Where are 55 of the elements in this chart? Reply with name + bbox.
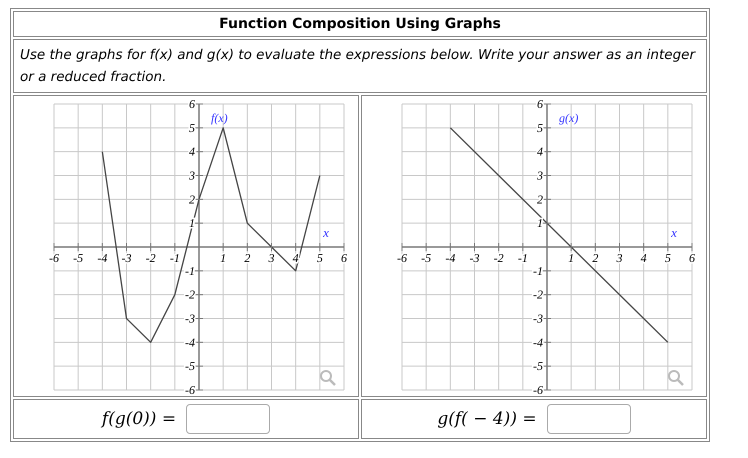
y-tick-label: 5 <box>189 120 195 135</box>
x-tick-label: -5 <box>421 251 432 265</box>
x-axis-title: x <box>322 225 330 240</box>
x-tick-label: -1 <box>170 251 180 265</box>
chart-subtitle: Use the graphs for f(x) and g(x) to evaluate the expressions below. Write your answer as an integer or a reduced fraction. <box>13 39 707 93</box>
y-tick-label: 4 <box>537 144 543 159</box>
x-tick-label: -5 <box>73 251 84 265</box>
x-tick-label: 3 <box>616 251 622 265</box>
y-tick-label: 5 <box>537 120 543 135</box>
x-tick-label: 3 <box>268 251 274 265</box>
x-tick-label: 4 <box>292 251 299 265</box>
y-tick-label: 2 <box>189 192 195 206</box>
chart-title: Function Composition Using Graphs <box>13 11 707 37</box>
x-tick-label: -6 <box>49 251 59 265</box>
x-tick-label: 2 <box>244 251 250 265</box>
x-tick-label: -3 <box>122 251 132 265</box>
x-axis-title: x <box>670 225 678 240</box>
x-tick-label: -2 <box>146 251 156 265</box>
y-tick-label: -5 <box>185 359 195 374</box>
y-tick-label: -3 <box>185 312 195 326</box>
y-tick-label: -6 <box>185 383 195 397</box>
x-tick-label: -4 <box>97 251 108 265</box>
x-tick-label: 6 <box>341 251 347 265</box>
text: g(f( − 4)) = <box>437 409 537 429</box>
text: g(x) <box>559 111 578 125</box>
x-tick-label: -2 <box>494 251 504 265</box>
x-tick-label: 1 <box>568 251 574 265</box>
series-label: f(x) <box>211 111 228 125</box>
y-tick-label: 4 <box>189 144 195 159</box>
y-tick-label: 6 <box>537 97 543 111</box>
y-tick-label: -1 <box>533 264 543 278</box>
y-tick-label: 2 <box>537 192 543 206</box>
x-tick-label: 6 <box>689 251 695 265</box>
x-tick-label: 5 <box>664 251 671 265</box>
x-tick-label: 5 <box>316 251 323 265</box>
y-tick-label: 6 <box>189 97 195 111</box>
y-tick-label: -1 <box>185 264 195 278</box>
text: f(g(0)) = <box>102 409 176 429</box>
x-tick-label: -6 <box>397 251 407 265</box>
y-tick-label: -5 <box>533 359 543 374</box>
x-tick-label: -4 <box>445 251 456 265</box>
y-tick-label: 3 <box>188 168 195 182</box>
x-tick-label: 1 <box>220 251 226 265</box>
x-tick-label: -3 <box>470 251 480 265</box>
x-tick-label: 2 <box>592 251 598 265</box>
y-tick-label: -2 <box>533 288 543 302</box>
y-tick-label: -4 <box>533 335 543 350</box>
y-tick-label: -4 <box>185 335 195 350</box>
y-tick-label: -6 <box>533 383 543 397</box>
y-tick-label: 1 <box>537 216 543 230</box>
x-tick-label: -1 <box>518 251 528 265</box>
x-tick-label: 4 <box>640 251 647 265</box>
y-tick-label: -3 <box>533 312 543 326</box>
y-tick-label: -2 <box>185 288 195 302</box>
y-tick-label: 3 <box>536 168 543 182</box>
